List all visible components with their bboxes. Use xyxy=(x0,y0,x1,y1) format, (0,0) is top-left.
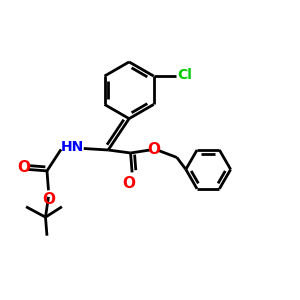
Text: HN: HN xyxy=(61,140,84,154)
Text: O: O xyxy=(43,192,56,207)
Text: O: O xyxy=(17,160,30,175)
Text: Cl: Cl xyxy=(178,68,192,83)
Text: O: O xyxy=(123,176,136,191)
Text: O: O xyxy=(147,142,160,157)
